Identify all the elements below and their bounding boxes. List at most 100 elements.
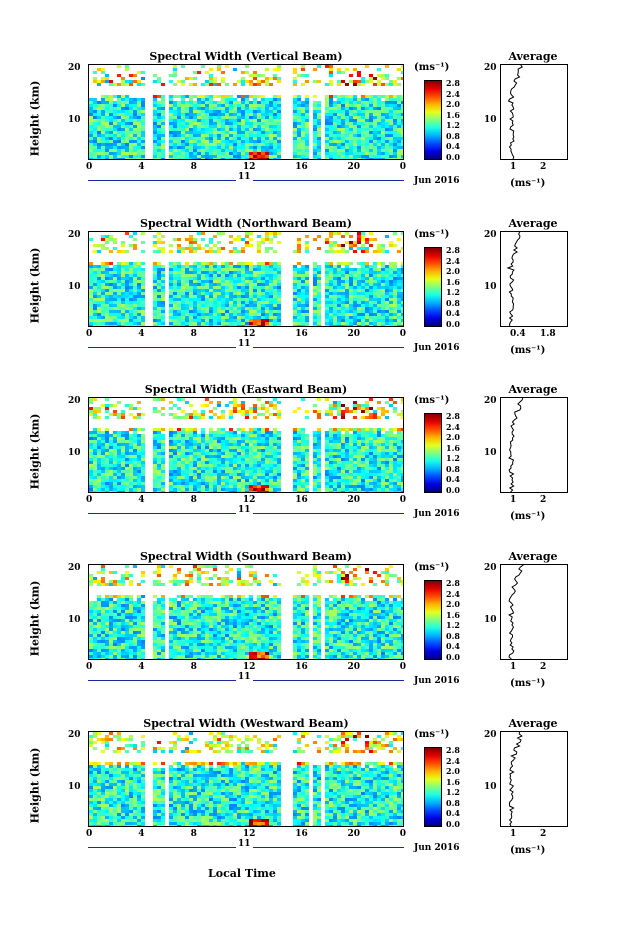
heatmap-cell (233, 476, 237, 479)
heatmap-cell (133, 271, 137, 274)
heatmap-cell (365, 473, 369, 476)
heatmap-cell (105, 98, 109, 101)
heatmap-cell (133, 146, 137, 149)
heatmap-cell (229, 149, 233, 152)
heatmap-cell (209, 122, 213, 125)
heatmap-cell (105, 461, 109, 464)
heatmap-cell (189, 110, 193, 113)
heatmap-cell (129, 158, 133, 159)
heatmap-cell (229, 313, 233, 316)
heatmap-cell (237, 262, 241, 265)
heatmap-cell (329, 131, 333, 134)
heatmap-cell (329, 473, 333, 476)
heatmap-cell (181, 83, 185, 86)
heatmap-cell (277, 410, 281, 413)
heatmap-cell (133, 80, 137, 83)
heatmap-cell (349, 95, 353, 98)
heatmap-cell (293, 301, 297, 304)
heatmap-cell (277, 295, 281, 298)
heatmap-cell (317, 467, 321, 470)
heatmap-cell (161, 119, 165, 122)
heatmap-cell (329, 110, 333, 113)
heatmap-cell (365, 458, 369, 461)
heatmap-cell (113, 83, 117, 86)
heatmap-cell (169, 265, 173, 268)
heatmap-cell (237, 316, 241, 319)
heatmap-cell (333, 113, 337, 116)
heatmap-cell (273, 449, 277, 452)
heatmap-cell (245, 277, 249, 280)
heatmap-cell (249, 452, 253, 455)
heatmap-cell (333, 280, 337, 283)
heatmap-cell (157, 155, 161, 158)
heatmap-cell (133, 247, 137, 250)
heatmap-cell (93, 101, 97, 104)
heatmap-cell (233, 295, 237, 298)
heatmap-cell (189, 283, 193, 286)
heatmap-cell (269, 431, 273, 434)
heatmap-cell (133, 313, 137, 316)
heatmap-cell (301, 146, 305, 149)
heatmap-cell (373, 119, 377, 122)
heatmap-cell (133, 449, 137, 452)
heatmap-cell (385, 319, 389, 322)
heatmap-cell (397, 274, 401, 277)
heatmap-cell (129, 443, 133, 446)
heatmap-cell (337, 71, 341, 74)
heatmap-cell (189, 155, 193, 158)
heatmap-cell (341, 71, 345, 74)
heatmap-cell (153, 277, 157, 280)
heatmap-cell (337, 304, 341, 307)
heatmap-cell (217, 271, 221, 274)
heatmap-cell (169, 122, 173, 125)
heatmap-cell (329, 467, 333, 470)
heatmap-cell (269, 116, 273, 119)
heatmap-cell (213, 244, 217, 247)
heatmap-cell (365, 322, 369, 325)
heatmap-cell (185, 271, 189, 274)
heatmap-cell (109, 107, 113, 110)
heatmap-cell (329, 247, 333, 250)
heatmap-cell (133, 238, 137, 241)
heatmap-cell (349, 122, 353, 125)
heatmap-cell (361, 152, 365, 155)
heatmap-cell (393, 80, 397, 83)
heatmap-cell (393, 319, 397, 322)
heatmap-cell (177, 461, 181, 464)
heatmap-cell (365, 140, 369, 143)
heatmap-cell (153, 131, 157, 134)
heatmap-cell (133, 286, 137, 289)
heatmap-cell (381, 110, 385, 113)
heatmap-cell (269, 470, 273, 473)
heatmap-cell (93, 131, 97, 134)
heatmap-cell (109, 479, 113, 482)
heatmap-cell (397, 116, 401, 119)
heatmap-cell (305, 143, 309, 146)
heatmap-cell (109, 122, 113, 125)
heatmap-cell (205, 434, 209, 437)
heatmap-cells (89, 232, 403, 326)
heatmap-cell (185, 119, 189, 122)
heatmap-cell (213, 440, 217, 443)
heatmap-cell (305, 110, 309, 113)
heatmap-cell (253, 307, 257, 310)
heatmap-cell (189, 316, 193, 319)
heatmap-cell (153, 125, 157, 128)
heatmap-cell (105, 149, 109, 152)
heatmap-cell (241, 113, 245, 116)
heatmap-cell (297, 271, 301, 274)
heatmap-cell (361, 149, 365, 152)
heatmap-cell (221, 280, 225, 283)
heatmap-cell (273, 467, 277, 470)
heatmap-cell (221, 292, 225, 295)
heatmap-cell (297, 407, 301, 410)
heatmap-cell (325, 446, 329, 449)
heatmap-cell (397, 325, 401, 326)
heatmap-cell (273, 319, 277, 322)
heatmap-cell (397, 449, 401, 452)
heatmap-cell (105, 113, 109, 116)
heatmap-cell (117, 449, 121, 452)
heatmap-cell (157, 458, 161, 461)
heatmap-cell (169, 119, 173, 122)
heatmap-cell (381, 452, 385, 455)
